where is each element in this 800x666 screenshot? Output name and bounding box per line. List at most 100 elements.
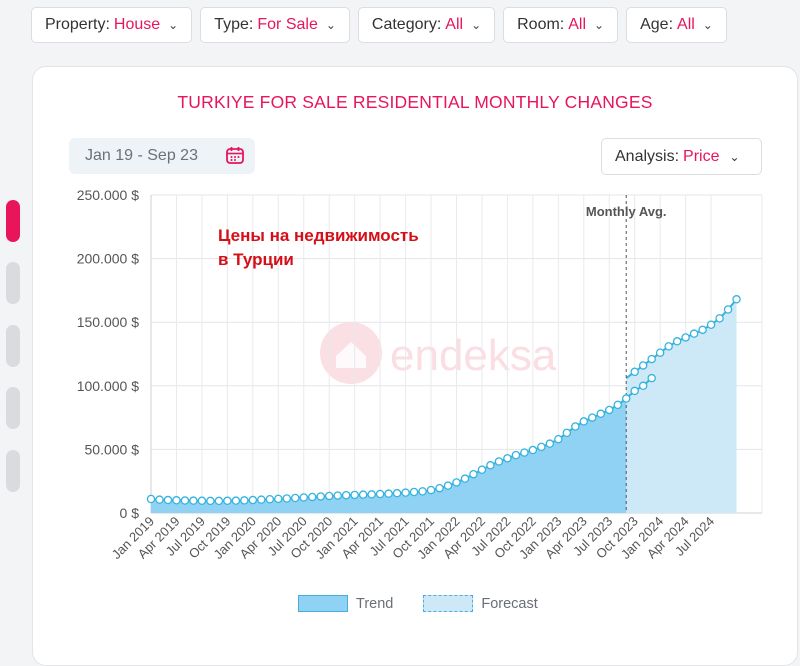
forecast-point[interactable] [630, 367, 639, 377]
trend-point[interactable] [291, 493, 300, 503]
analysis-value: Price [683, 147, 720, 165]
chevron-down-icon: ⌄ [168, 18, 179, 32]
forecast-point[interactable] [689, 329, 699, 338]
trend-point[interactable] [257, 495, 266, 504]
trend-point[interactable] [265, 495, 275, 504]
forecast-point[interactable] [715, 314, 724, 323]
trend-point[interactable] [435, 483, 444, 493]
forecast-point[interactable] [664, 342, 673, 351]
trend-point[interactable] [274, 494, 283, 504]
trend-point[interactable] [579, 417, 589, 426]
y-tick-label: 200.000 $ [77, 251, 139, 267]
section-nav-dot-active[interactable] [6, 200, 20, 242]
filter-room[interactable]: Room: All ⌄ [503, 7, 619, 43]
trend-point[interactable] [231, 496, 241, 505]
forecast-point[interactable] [706, 320, 716, 329]
analysis-label: Analysis: [615, 147, 680, 165]
trend-point[interactable] [172, 496, 181, 505]
filter-category[interactable]: Category: All ⌄ [357, 7, 496, 43]
y-tick-label: 250.000 $ [77, 187, 139, 203]
trend-point[interactable] [163, 495, 173, 505]
trend-point[interactable] [206, 496, 215, 506]
trend-point[interactable] [503, 454, 512, 463]
filter-property-value: House [113, 16, 161, 33]
house-logo-shape [336, 342, 366, 368]
trend-point[interactable] [333, 491, 342, 500]
trend-point[interactable] [223, 496, 232, 506]
section-nav-dot[interactable] [6, 325, 20, 367]
legend-swatch-trend[interactable] [298, 595, 348, 612]
trend-point[interactable] [214, 496, 224, 506]
date-range-picker[interactable]: Jan 19 - Sep 23 [69, 138, 255, 174]
section-nav-dot[interactable] [6, 450, 20, 492]
trend-point[interactable] [571, 422, 580, 431]
forecast-point[interactable] [638, 361, 648, 370]
trend-point[interactable] [189, 496, 198, 505]
date-range-text: Jan 19 - Sep 23 [85, 147, 198, 164]
trend-point[interactable] [545, 439, 555, 448]
trend-point[interactable] [494, 457, 504, 466]
section-nav-dot[interactable] [6, 262, 20, 304]
trend-point[interactable] [520, 448, 529, 457]
calendar-icon [225, 145, 245, 170]
trend-point[interactable] [596, 409, 606, 419]
trend-point[interactable] [426, 485, 436, 495]
trend-point[interactable] [367, 490, 376, 499]
filter-type[interactable]: Type: For Sale ⌄ [200, 7, 350, 43]
trend-point[interactable] [469, 469, 478, 479]
trend-point[interactable] [554, 434, 563, 444]
trend-point[interactable] [282, 494, 292, 503]
trend-point[interactable] [452, 478, 461, 487]
forecast-point[interactable] [647, 354, 656, 364]
legend-label-forecast[interactable]: Forecast [481, 595, 538, 612]
trend-point[interactable] [197, 496, 207, 506]
forecast-point[interactable] [723, 305, 733, 314]
trend-point[interactable] [375, 489, 385, 499]
price-chart: endeksa Monthly Avg. 0 $ 50.000 $ 100.000 … [77, 187, 763, 562]
forecast-point[interactable] [698, 325, 707, 335]
trend-point[interactable] [316, 492, 325, 501]
trend-point[interactable] [418, 487, 427, 496]
trend-point[interactable] [443, 481, 453, 490]
trend-point[interactable] [613, 400, 622, 410]
forecast-point[interactable] [672, 337, 682, 346]
filter-property[interactable]: Property: House ⌄ [31, 7, 193, 43]
trend-point[interactable] [537, 442, 546, 452]
trend-point[interactable] [401, 488, 410, 497]
trend-point[interactable] [460, 474, 470, 483]
trend-point[interactable] [240, 496, 249, 505]
legend-swatch-forecast[interactable] [423, 595, 474, 612]
trend-point[interactable] [477, 465, 487, 475]
y-tick-label: 100.000 $ [77, 378, 139, 394]
trend-point[interactable] [146, 494, 156, 504]
trend-point[interactable] [647, 373, 656, 383]
legend-label-trend[interactable]: Trend [356, 595, 394, 612]
trend-point[interactable] [562, 428, 572, 438]
trend-point[interactable] [486, 461, 495, 470]
trend-point[interactable] [299, 493, 308, 502]
forecast-point[interactable] [732, 295, 741, 304]
trend-point[interactable] [341, 490, 351, 500]
trend-point[interactable] [630, 386, 639, 396]
trend-point[interactable] [409, 487, 419, 497]
trend-point[interactable] [307, 492, 317, 502]
trend-point[interactable] [621, 394, 631, 403]
trend-point[interactable] [511, 450, 521, 460]
analysis-select[interactable]: Analysis: Price ⌄ [601, 138, 762, 175]
trend-point[interactable] [155, 495, 164, 504]
forecast-point[interactable] [655, 348, 665, 357]
trend-point[interactable] [358, 490, 368, 499]
trend-point[interactable] [392, 488, 402, 498]
trend-point[interactable] [528, 445, 538, 455]
forecast-point[interactable] [681, 333, 690, 342]
trend-point[interactable] [638, 381, 648, 391]
trend-point[interactable] [324, 491, 334, 501]
filter-age[interactable]: Age: All ⌄ [626, 7, 727, 43]
trend-point[interactable] [350, 490, 359, 500]
trend-point[interactable] [588, 413, 597, 422]
section-nav-dot[interactable] [6, 387, 20, 429]
trend-point[interactable] [248, 495, 258, 505]
trend-point[interactable] [180, 496, 190, 505]
trend-point[interactable] [605, 405, 614, 415]
trend-point[interactable] [384, 489, 393, 498]
